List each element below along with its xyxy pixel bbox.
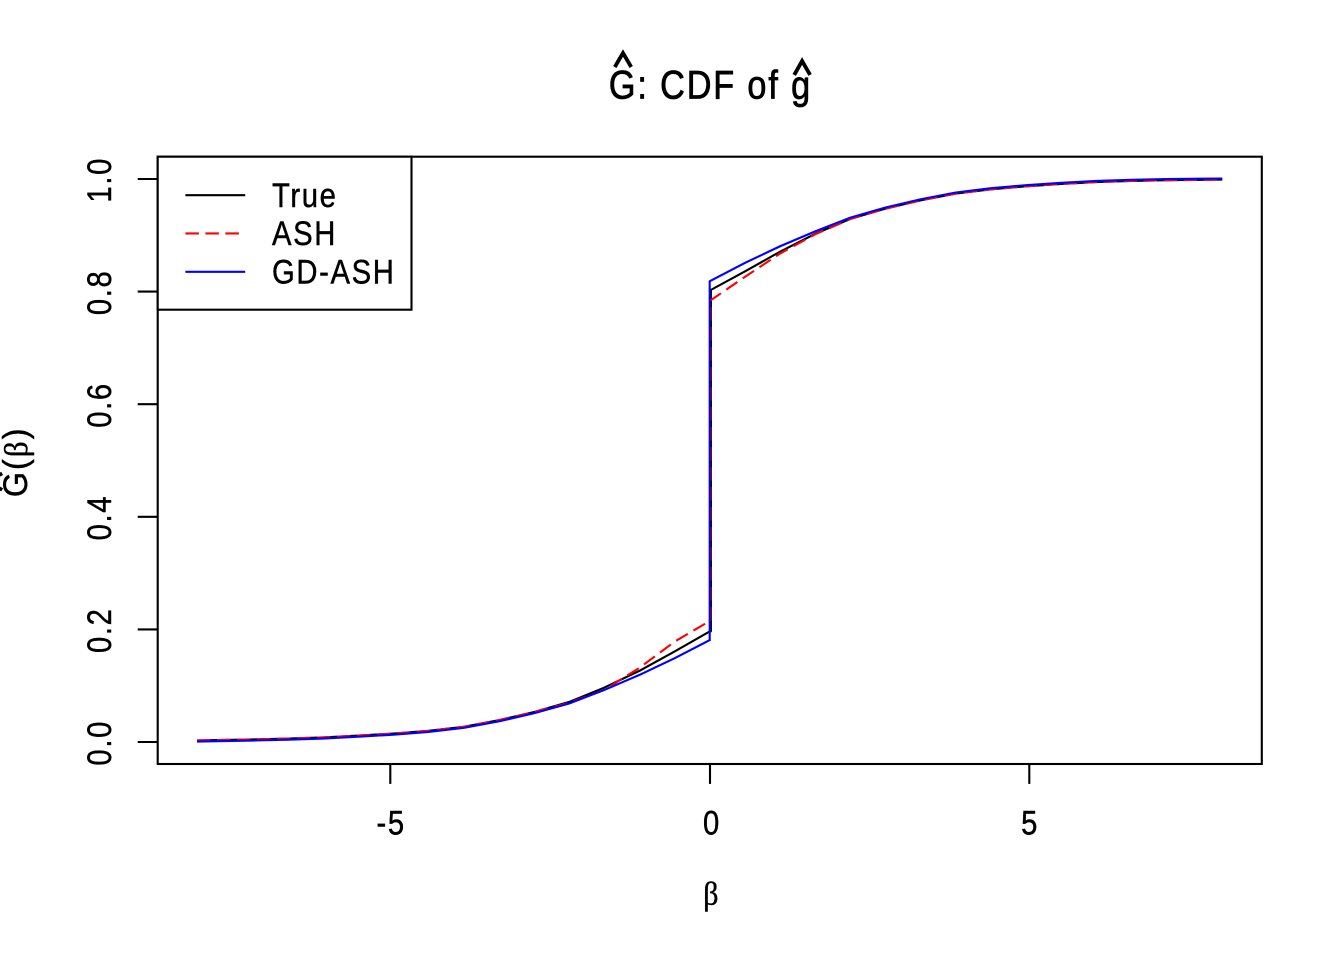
svg-text:ASH: ASH xyxy=(272,214,337,253)
svg-text:GD-ASH: GD-ASH xyxy=(272,253,395,292)
svg-text:5: 5 xyxy=(1021,804,1039,843)
svg-text:β: β xyxy=(703,875,718,911)
svg-text:G(β): G(β) xyxy=(0,426,35,497)
svg-text:0.6: 0.6 xyxy=(80,382,119,428)
svg-text:1.0: 1.0 xyxy=(80,157,119,203)
svg-text:-5: -5 xyxy=(376,804,405,843)
svg-text:0.0: 0.0 xyxy=(80,720,119,766)
svg-text:G: CDF of g: G: CDF of g xyxy=(609,62,812,107)
svg-text:0: 0 xyxy=(703,804,721,843)
svg-text:0.8: 0.8 xyxy=(80,270,119,316)
svg-text:True: True xyxy=(272,176,338,215)
svg-text:0.2: 0.2 xyxy=(80,607,119,653)
svg-text:0.4: 0.4 xyxy=(80,495,119,541)
